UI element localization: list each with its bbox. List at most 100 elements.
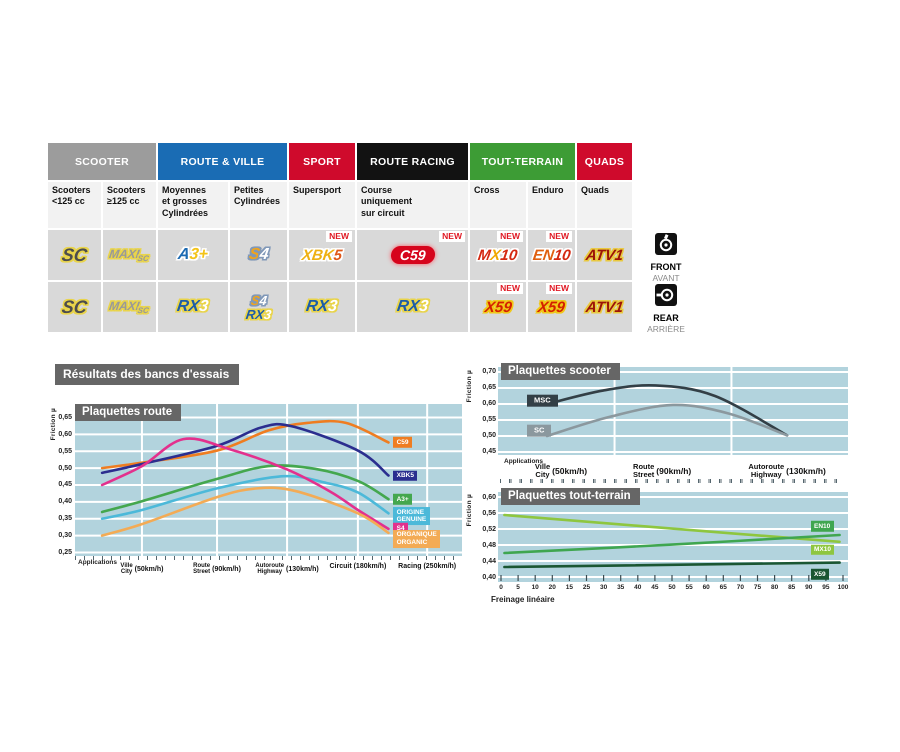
ytick-label: 0,70 — [482, 368, 496, 376]
xtick-label: 90 — [805, 584, 813, 591]
category-name-line: Street — [633, 469, 655, 479]
series-label-c59: C59 — [393, 437, 413, 448]
category-autoroute: Autoroute Highway (130km/h) — [255, 563, 318, 576]
ytick-label: 0,25 — [58, 548, 72, 556]
new-tag: NEW — [546, 231, 572, 243]
badge-text: 10 — [552, 246, 572, 264]
category-ville: Ville City (50km/h) — [535, 463, 587, 479]
badge-text: SC — [60, 297, 89, 317]
table-group-route-ville: ROUTE & VILLE — [158, 143, 289, 180]
badge-text: C59 — [399, 247, 426, 263]
series-label-xbk5: XBK5 — [393, 470, 418, 481]
table-subheader-petites: Petites Cylindrées — [230, 180, 289, 228]
xtick-label: 50 — [668, 584, 676, 591]
subheader-line: Scooters — [107, 185, 146, 195]
xtick-label: 20 — [548, 584, 556, 591]
ytick-label: 0,52 — [482, 525, 496, 533]
badge-text: ATV1 — [584, 298, 625, 316]
table-row-front: SC MAXISC A3+ S4 NEW XBK5 NEW C59 NEW MX10 NEW EN10… — [48, 228, 634, 280]
xtick-label: 85 — [788, 584, 796, 591]
ytick-label: 0,65 — [58, 413, 72, 421]
table-cell-rx3: RX3 — [357, 280, 470, 332]
badge-text: SC — [137, 253, 150, 263]
table-cell-sc: SC — [48, 280, 103, 332]
new-tag: NEW — [497, 231, 523, 243]
ytick-label: 0,40 — [58, 498, 72, 506]
badge-rx3: RX3 — [176, 298, 210, 315]
badge-text: XBK — [300, 246, 335, 264]
category-speed: (50km/h) — [552, 465, 588, 476]
category-name: Ville City — [535, 463, 550, 479]
table-subheader-course: Course uniquement sur circuit — [357, 180, 470, 228]
series-label-line: XBK5 — [396, 471, 414, 479]
category-speed: (90km/h) — [656, 465, 692, 476]
subheader-line: ≥125 cc — [107, 196, 140, 207]
chart-plot-tt — [498, 492, 848, 582]
category-name-line: Street — [193, 569, 211, 576]
ytick-label: 0,65 — [482, 384, 496, 392]
rear-brake-icon — [655, 284, 677, 306]
xtick-label: 65 — [719, 584, 727, 591]
category-name-line: Autoroute — [255, 563, 285, 569]
front-position-key: FRONT AVANT — [644, 233, 688, 283]
table-cell-atv1: ATV1 — [577, 228, 634, 280]
xtick-label: 75 — [753, 584, 762, 591]
category-name-line: Highway — [257, 569, 283, 576]
subheader-line: Quads — [581, 185, 610, 195]
chart-title-scooter: Plaquettes scooter — [501, 363, 620, 380]
badge-x59: X59 — [536, 298, 567, 316]
subheader-line: Scooters — [52, 185, 91, 195]
badge-text: 5 — [332, 246, 344, 264]
series-label-origine-genuine: ORIGINE GENUINE — [393, 507, 430, 525]
xtick-label: 45 — [651, 584, 659, 591]
xtick-label: 95 — [822, 584, 830, 591]
ytick-label: 0,30 — [58, 532, 72, 540]
series-label-line: S4 — [396, 524, 405, 532]
table-cell-sc: SC — [48, 228, 103, 280]
table-subheader-quads: Quads — [577, 180, 634, 228]
ytick-label: 0,60 — [482, 493, 496, 501]
category-name-line: Route — [633, 462, 655, 471]
xtick-label: 5 — [516, 584, 520, 591]
badge-text: MAXI — [108, 246, 141, 261]
badge-rx3: RX3 — [245, 307, 272, 322]
series-x59 — [503, 561, 841, 569]
series-label-line: ORGANIC — [396, 538, 428, 546]
subheader-line: sur circuit — [361, 207, 405, 218]
category-speed: (90km/h) — [212, 565, 241, 573]
subheader-line: Moyennes — [162, 185, 207, 195]
badge-maxisc: MAXISC — [108, 299, 150, 315]
badge-text: 3+ — [188, 246, 210, 263]
category-route: Route Street (90km/h) — [193, 563, 241, 576]
ytick-label: 0,44 — [482, 557, 496, 565]
category-ville: Ville City (50km/h) — [120, 563, 163, 576]
series-label-msc: MSC — [527, 394, 558, 408]
badge-mx10: MX10 — [477, 247, 519, 264]
table-cell-rx3: RX3 — [158, 280, 230, 332]
x-axis-title: Applications — [504, 458, 544, 465]
category-name-line: City — [535, 469, 550, 479]
front-label: FRONT — [650, 262, 682, 272]
category-name: Autoroute Highway — [748, 463, 784, 479]
series-label-mx10: MX10 — [810, 544, 835, 556]
chart-title-route: Plaquettes route — [75, 404, 182, 421]
front-label-fr: AVANT — [652, 273, 680, 283]
badge-text: X59 — [536, 298, 567, 316]
category-racing: Racing (250km/h) — [398, 563, 456, 570]
table-subheader-scooters: Scooters <125 cc — [48, 180, 103, 228]
xtick-label: 35 — [617, 584, 625, 591]
table-group-scooter: SCOOTER — [48, 143, 158, 180]
badge-sc: SC — [60, 297, 89, 317]
series-label-line: MX10 — [814, 546, 831, 554]
table-cell-atv1: ATV1 — [577, 280, 634, 332]
category-name: Circuit (180km/h) — [329, 563, 387, 570]
badge-atv1: ATV1 — [584, 298, 625, 316]
xtick-label: 0 — [499, 584, 503, 591]
axis-tick-ruler — [75, 556, 462, 560]
xtick-label: 70 — [736, 584, 745, 591]
xtick-label: 80 — [770, 584, 779, 591]
table-subheader-cross: Cross — [470, 180, 528, 228]
category-speed: (130km/h) — [286, 565, 319, 573]
series-a3 — [100, 464, 390, 514]
